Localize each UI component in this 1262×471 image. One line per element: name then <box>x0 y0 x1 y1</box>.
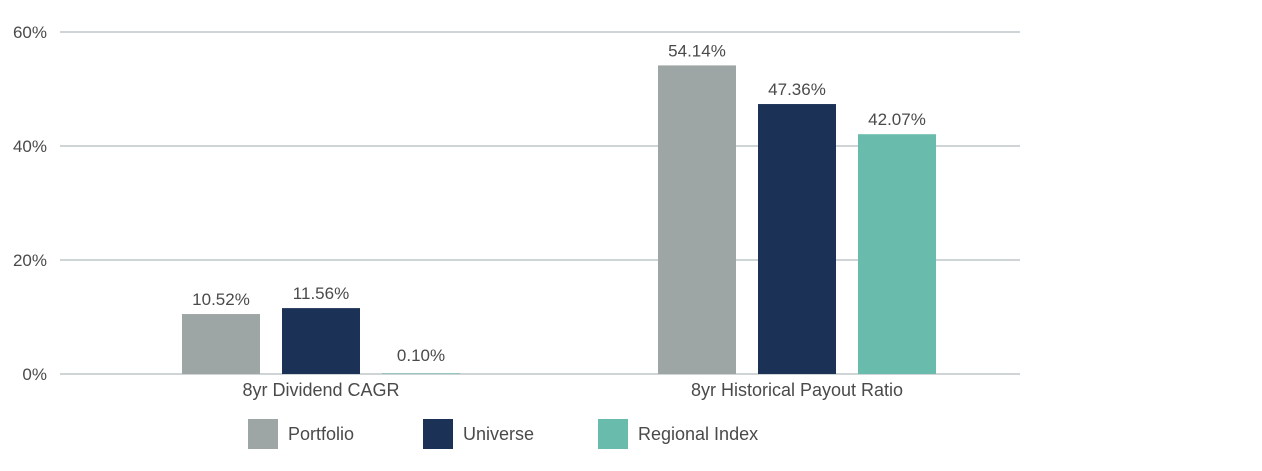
bar-universe <box>282 308 360 374</box>
data-labels: 10.52% 11.56% 0.10% 54.14% 47.36% 42.07% <box>192 41 926 365</box>
data-label: 0.10% <box>397 346 445 365</box>
bar-regional-index <box>858 134 936 374</box>
data-label: 11.56% <box>293 284 349 303</box>
y-tick-label: 20% <box>13 251 47 270</box>
bars <box>182 65 936 374</box>
y-tick-label: 60% <box>13 23 47 42</box>
bar-universe <box>758 104 836 374</box>
x-category-label: 8yr Historical Payout Ratio <box>691 380 903 400</box>
data-label: 42.07% <box>868 110 926 129</box>
data-label: 54.14% <box>668 41 726 60</box>
legend-label: Universe <box>463 424 534 444</box>
legend-label: Portfolio <box>288 424 354 444</box>
legend-swatch-universe <box>423 419 453 449</box>
bar-regional-index <box>382 373 460 374</box>
x-axis-categories: 8yr Dividend CAGR 8yr Historical Payout R… <box>242 380 903 400</box>
y-tick-label: 0% <box>22 365 47 384</box>
legend-swatch-regional-index <box>598 419 628 449</box>
data-label: 10.52% <box>192 290 250 309</box>
y-axis-ticks: 0% 20% 40% 60% <box>13 23 47 384</box>
bar-portfolio <box>182 314 260 374</box>
legend-swatch-portfolio <box>248 419 278 449</box>
y-tick-label: 40% <box>13 137 47 156</box>
legend-label: Regional Index <box>638 424 758 444</box>
legend: Portfolio Universe Regional Index <box>248 419 758 449</box>
data-label: 47.36% <box>768 80 826 99</box>
x-category-label: 8yr Dividend CAGR <box>242 380 399 400</box>
bar-portfolio <box>658 65 736 374</box>
